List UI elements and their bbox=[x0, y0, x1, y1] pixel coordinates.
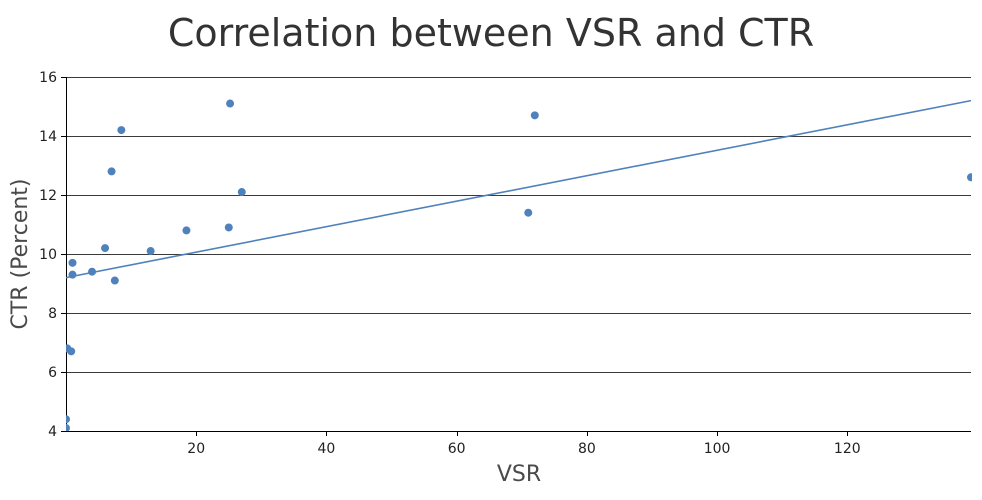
data-point bbox=[101, 244, 110, 253]
gridlines bbox=[66, 77, 971, 373]
y-tick-label: 8 bbox=[48, 306, 57, 322]
trendline-group bbox=[65, 99, 972, 279]
tick-labels: 4 6 8 10 12 14 16 20 40 60 80 100 120 bbox=[39, 70, 860, 457]
data-point bbox=[66, 415, 70, 424]
x-tick-label: 120 bbox=[834, 441, 861, 457]
y-tick-label: 4 bbox=[48, 424, 57, 440]
chart-title: Correlation between VSR and CTR bbox=[168, 11, 814, 55]
data-point bbox=[524, 208, 533, 217]
data-point bbox=[88, 267, 97, 276]
data-point bbox=[110, 276, 119, 285]
data-point bbox=[182, 226, 191, 235]
data-point bbox=[146, 247, 155, 256]
x-tick-label: 100 bbox=[704, 441, 731, 457]
y-tick-label: 14 bbox=[39, 129, 57, 145]
data-point bbox=[66, 424, 70, 431]
y-tick-label: 12 bbox=[39, 188, 57, 204]
y-tick-label: 16 bbox=[39, 70, 57, 86]
y-axis-label: CTR (Percent) bbox=[8, 178, 33, 329]
x-tick-label: 80 bbox=[578, 441, 596, 457]
data-point bbox=[68, 258, 77, 267]
axes bbox=[61, 77, 971, 436]
data-point bbox=[226, 99, 235, 108]
data-point bbox=[967, 173, 972, 182]
x-axis-label: VSR bbox=[497, 462, 541, 487]
data-point bbox=[107, 167, 116, 176]
data-point bbox=[117, 126, 126, 135]
data-point bbox=[237, 188, 246, 197]
trendline bbox=[65, 99, 972, 279]
data-point bbox=[530, 111, 539, 120]
y-tick-label: 6 bbox=[48, 365, 57, 381]
data-point bbox=[224, 223, 233, 232]
data-points bbox=[66, 99, 972, 431]
data-point bbox=[68, 270, 77, 279]
x-tick-label: 60 bbox=[448, 441, 466, 457]
x-tick-label: 20 bbox=[187, 441, 205, 457]
data-point bbox=[67, 347, 76, 356]
y-tick-label: 10 bbox=[39, 247, 57, 263]
x-tick-label: 40 bbox=[318, 441, 336, 457]
